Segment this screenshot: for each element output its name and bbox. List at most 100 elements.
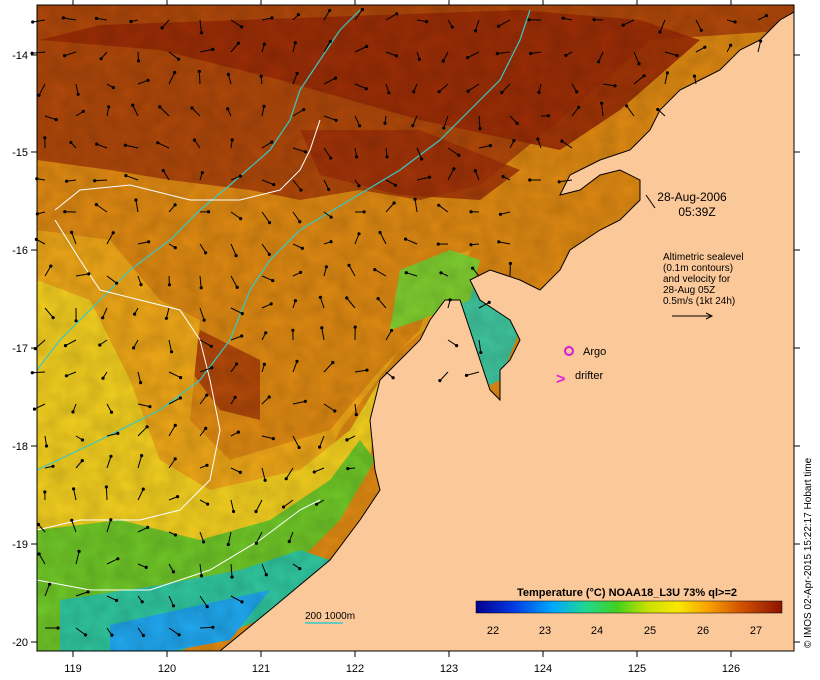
velocity-arrowhead-icon [31,20,35,24]
velocity-arrowhead-icon [395,12,399,16]
velocity-arrowhead-icon [98,343,102,347]
velocity-arrowhead-icon [642,74,646,78]
velocity-arrowhead-icon [173,457,177,461]
velocity-arrow-icon [406,272,418,277]
lat-tick-label: -16 [12,245,28,257]
velocity-arrowhead-icon [205,605,209,609]
velocity-arrowhead-icon [111,231,115,235]
velocity-arrow-icon [230,211,241,220]
velocity-arrow-icon [292,361,298,373]
velocity-arrow-icon [385,202,395,213]
velocity-arrow-icon [32,51,46,54]
velocity-arrowhead-icon [199,574,204,578]
legend-line: Altimetric sealevel [663,252,744,263]
velocity-arrow-icon [292,243,303,249]
velocity-arrowhead-icon [80,459,84,463]
velocity-arrowhead-icon [387,91,391,95]
velocity-arrow-icon [314,467,325,473]
lon-tick-label: 126 [722,663,740,675]
velocity-arrowhead-icon [404,237,408,241]
velocity-arrowhead-icon [299,188,303,192]
velocity-arrow-icon [125,175,139,181]
legend-line: 0.5m/s (1kt 24h) [663,296,735,307]
velocity-arrow-icon [75,460,83,469]
velocity-arrowhead-icon [236,41,240,45]
legend-line: (0.1m contours) [663,263,733,274]
velocity-arrowhead-icon [211,625,215,629]
velocity-arrowhead-icon [613,84,617,88]
velocity-arrowhead-icon [296,13,300,17]
latitude-axis: -14 -15 -16 -17 -18 -19 -20 [12,50,800,649]
velocity-arrow-icon [695,46,706,53]
velocity-arrow-icon [227,74,232,85]
lon-tick-label: 123 [440,663,458,675]
velocity-arrow-icon [439,371,449,381]
velocity-arrow-icon [75,273,89,277]
velocity-arrow-icon [73,488,77,501]
velocity-arrowhead-icon [199,286,203,290]
velocity-arrowhead-icon [625,104,629,108]
velocity-arrow-icon [106,232,114,245]
velocity-arrowhead-icon [176,495,180,499]
velocity-arrowhead-icon [328,39,332,44]
velocity-arrow-icon [32,19,46,23]
velocity-arrowhead-icon [146,78,150,82]
velocity-arrowhead-icon [173,246,177,250]
velocity-arrowhead-icon [298,567,302,571]
velocity-arrowhead-icon [376,297,380,301]
velocity-arrowhead-icon [81,109,85,113]
velocity-arrowhead-icon [295,359,299,363]
velocity-arrow-icon [288,531,294,542]
velocity-arrowhead-icon [299,270,303,274]
velocity-arrowhead-icon [61,16,65,20]
velocity-arrow-icon [478,115,481,129]
velocity-arrowhead-icon [49,264,53,268]
velocity-arrowhead-icon [36,522,41,527]
velocity-arrow-icon [323,403,336,412]
velocity-arrow-icon [261,243,270,255]
velocity-arrow-icon [199,595,208,607]
velocity-arrowhead-icon [527,18,531,22]
velocity-arrow-icon [501,83,511,93]
velocity-arrow-icon [757,40,762,53]
velocity-arrowhead-icon [487,300,491,304]
velocity-arrowhead-icon [592,18,596,22]
velocity-arrowhead-icon [297,445,301,450]
velocity-arrowhead-icon [347,263,351,267]
velocity-arrowhead-icon [109,410,114,414]
velocity-arrowhead-icon [210,366,214,370]
velocity-arrowhead-icon [116,557,120,561]
velocity-arrowhead-icon [561,16,565,20]
velocity-arrowhead-icon [94,203,98,207]
velocity-arrowhead-icon [394,54,398,58]
velocity-arrowhead-icon [437,90,441,94]
velocity-arrowhead-icon [209,344,213,348]
velocity-arrowhead-icon [284,477,288,481]
velocity-arrowhead-icon [87,272,91,276]
velocity-arrowhead-icon [240,312,244,316]
velocity-arrowhead-icon [441,59,445,63]
velocity-arrowhead-icon [70,230,74,234]
velocity-arrowhead-icon [43,136,47,140]
depth-legend-label: 200 1000m [305,611,355,622]
velocity-arrowhead-icon [452,167,456,171]
velocity-arrowhead-icon [160,26,164,30]
velocity-arrow-icon [633,75,645,85]
velocity-arrowhead-icon [448,298,452,302]
velocity-arrowhead-icon [177,633,181,637]
velocity-arrow-icon [75,627,86,636]
velocity-arrow-icon [75,591,89,597]
velocity-arrowhead-icon [230,575,234,579]
velocity-arrowhead-icon [234,254,238,258]
velocity-arrowhead-icon [357,232,361,236]
velocity-arrowhead-icon [497,24,501,28]
velocity-arrowhead-icon [139,381,143,385]
velocity-arrow-icon [323,362,334,373]
velocity-arrow-icon [137,403,151,408]
velocity-arrowhead-icon [133,312,137,316]
velocity-arrowhead-icon [267,221,272,225]
velocity-arrowhead-icon [44,444,49,448]
velocity-arrowhead-icon [37,552,41,556]
velocity-arrow-icon [168,371,181,379]
